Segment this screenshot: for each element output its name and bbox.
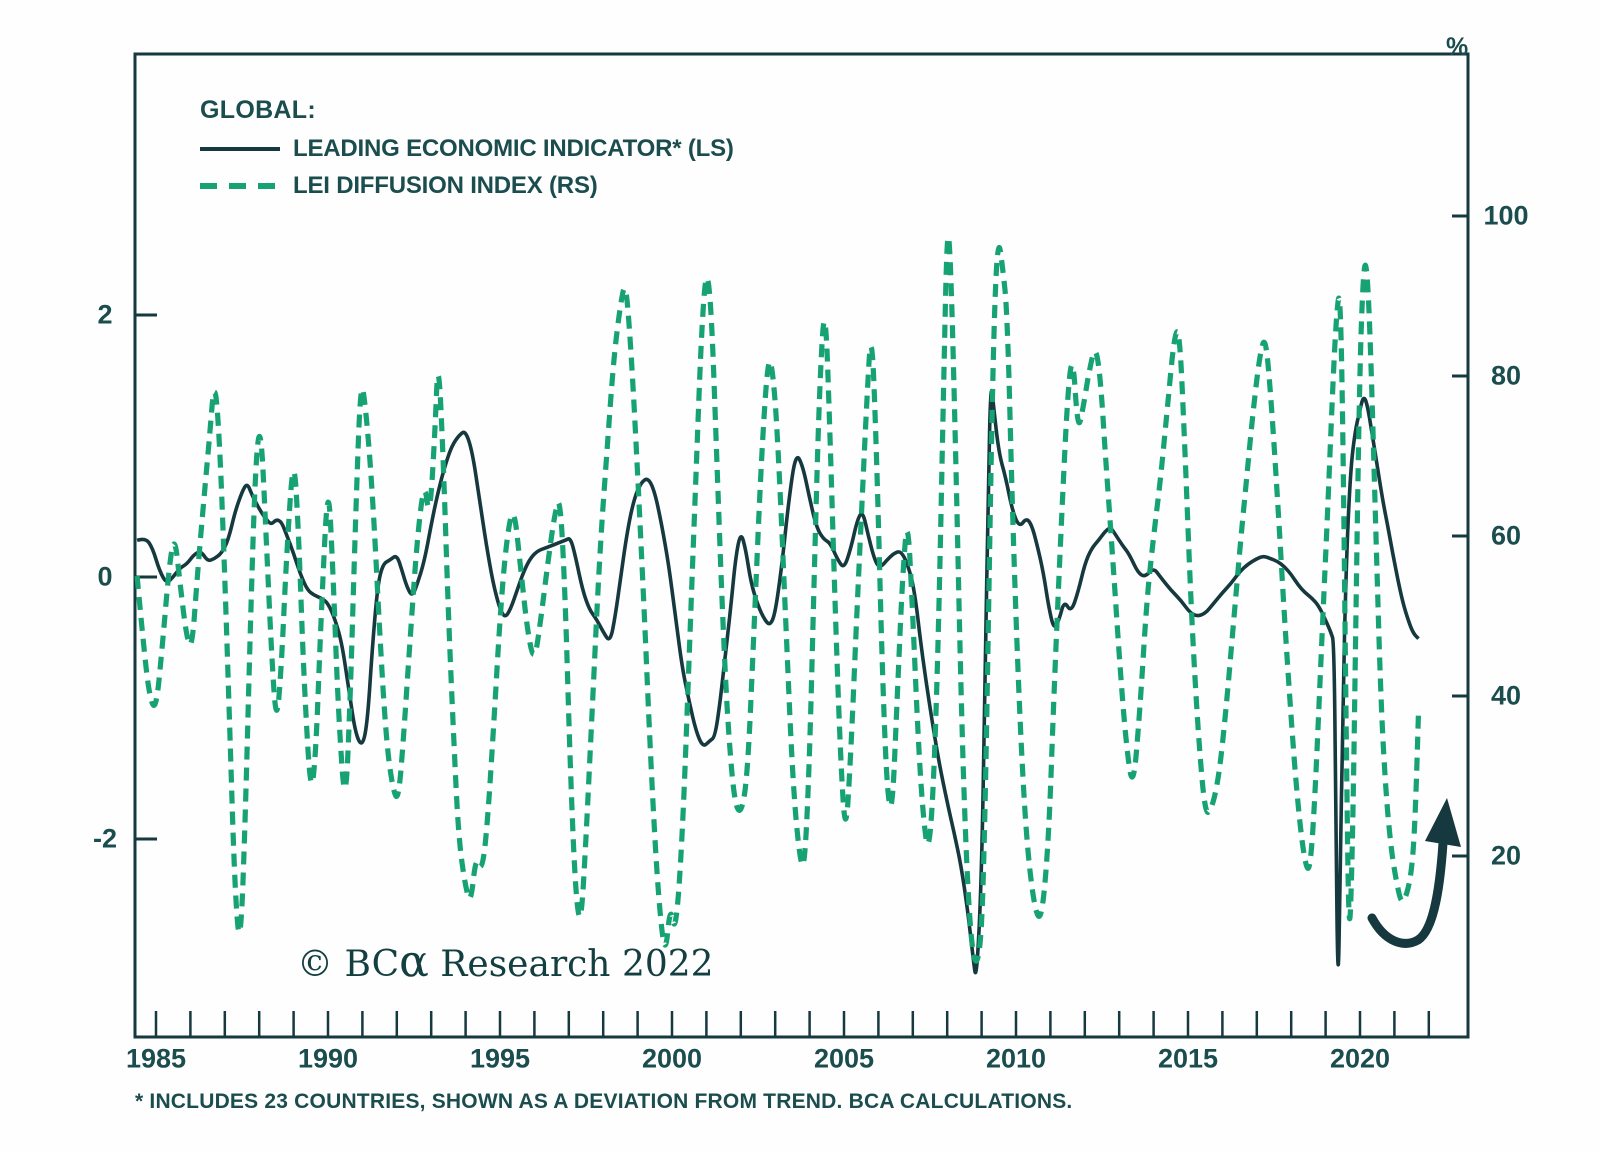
- y-right-tick-label: 60: [1490, 520, 1522, 551]
- chart-footnote: * INCLUDES 23 COUNTRIES, SHOWN AS A DEVI…: [135, 1090, 1073, 1113]
- solid-line-swatch-icon: [200, 147, 280, 151]
- upturn-arrow-head-icon: [1425, 798, 1461, 847]
- leading-economic-indicator-line: [136, 388, 1420, 975]
- y-right-tick-label: 80: [1490, 360, 1522, 391]
- y-left-tick-label: -2: [92, 823, 118, 854]
- watermark-suffix: Research 2022: [428, 944, 714, 985]
- legend-item-label: LEI DIFFUSION INDEX (RS): [293, 172, 598, 199]
- right-axis-unit-label: %: [1446, 33, 1469, 61]
- watermark-prefix: © BC: [297, 944, 400, 985]
- bca-research-watermark: © BCα Research 2022: [297, 940, 714, 986]
- legend-title: GLOBAL:: [200, 96, 316, 124]
- x-axis-year-label: 2010: [985, 1043, 1047, 1074]
- lei-diffusion-index-line: [134, 234, 1422, 964]
- x-axis-year-label: 1995: [469, 1043, 531, 1074]
- x-axis-year-label: 2000: [641, 1043, 703, 1074]
- bca-alpha-glyph: α: [399, 936, 429, 987]
- y-right-tick-label: 40: [1490, 680, 1522, 711]
- plot-border: [133, 52, 1470, 1039]
- y-right-tick-label: 100: [1483, 200, 1529, 231]
- dashed-line-swatch-icon: [200, 183, 280, 189]
- x-axis-year-label: 2015: [1157, 1043, 1219, 1074]
- y-right-tick-label: 20: [1490, 840, 1522, 871]
- legend-item-diffusion: LEI DIFFUSION INDEX (RS): [200, 172, 734, 199]
- x-axis-year-label: 1990: [297, 1043, 359, 1074]
- x-axis-year-label: 2005: [813, 1043, 875, 1074]
- chart-legend: GLOBAL: LEADING ECONOMIC INDICATOR* (LS)…: [200, 96, 734, 199]
- x-axis-year-label: 1985: [125, 1043, 187, 1074]
- upturn-arrow-annotation: [1367, 821, 1449, 948]
- y-left-tick-label: 0: [97, 561, 113, 592]
- x-axis-year-label: 2020: [1329, 1043, 1391, 1074]
- legend-item-label: LEADING ECONOMIC INDICATOR* (LS): [293, 135, 734, 162]
- legend-item-lei: LEADING ECONOMIC INDICATOR* (LS): [200, 135, 734, 162]
- y-left-tick-label: 2: [97, 299, 113, 330]
